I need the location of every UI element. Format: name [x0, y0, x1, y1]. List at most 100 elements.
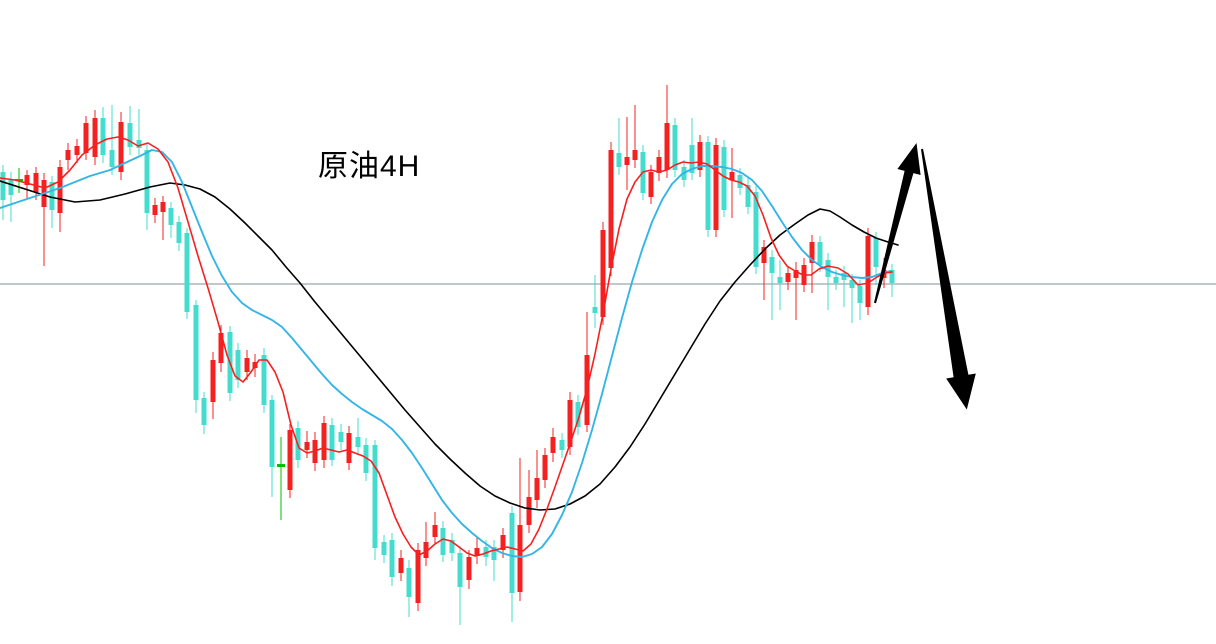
candle-body: [355, 437, 361, 447]
candle-body: [809, 242, 815, 263]
candle-body: [201, 398, 207, 425]
candle-body: [567, 400, 573, 447]
candle-body: [517, 525, 523, 592]
candle-body: [833, 277, 839, 283]
candle-body: [721, 147, 727, 210]
candle-body: [346, 433, 352, 463]
candle-body: [184, 233, 190, 312]
candle-body: [160, 202, 166, 212]
candle-body: [304, 442, 310, 450]
candle-body: [737, 175, 743, 188]
candle-body: [849, 280, 855, 288]
candle-body: [57, 167, 63, 213]
candle-body: [235, 350, 241, 380]
candle-body: [608, 150, 614, 268]
candle-body: [825, 260, 831, 277]
candle-body: [632, 150, 638, 160]
candle-body: [92, 118, 98, 157]
candle-body: [500, 535, 506, 550]
candle-body: [244, 358, 250, 372]
candle-body: [474, 548, 480, 556]
candle-body: [457, 553, 463, 587]
candle-body: [0, 172, 6, 200]
candle-body: [168, 208, 174, 225]
candle-body: [526, 497, 532, 525]
candle-body: [423, 542, 429, 558]
candle-body: [406, 568, 412, 597]
doji-cross-bar: [277, 464, 285, 467]
candle-body: [74, 146, 80, 155]
chart-title: 原油4H: [318, 150, 421, 183]
candle-body: [753, 192, 759, 267]
candle-body: [865, 236, 871, 307]
candle-body: [269, 400, 275, 467]
candle-body: [144, 150, 150, 213]
candle-body: [261, 355, 267, 405]
candle-body: [432, 525, 438, 537]
candle-body: [287, 430, 293, 490]
candle-body: [389, 540, 395, 577]
candle-body: [648, 172, 654, 197]
candle-body: [592, 307, 598, 313]
candle-body: [761, 247, 767, 263]
candle-body: [109, 150, 115, 167]
candle-body: [8, 180, 14, 195]
candle-body: [656, 157, 662, 173]
candle-body: [857, 286, 863, 303]
down-arrow-annotation: [921, 148, 976, 410]
candle-body: [889, 270, 895, 283]
candle-body: [769, 257, 775, 273]
candle-body: [600, 230, 606, 317]
candle-body: [575, 402, 581, 427]
candle-body: [83, 123, 89, 153]
candle-body: [466, 557, 472, 580]
candle-body: [624, 157, 630, 165]
up-arrow-annotation: [874, 143, 921, 304]
candle-body: [176, 222, 182, 243]
candle-body: [398, 558, 404, 573]
candle-body: [210, 360, 216, 402]
candle-body: [338, 432, 344, 442]
candle-body: [550, 437, 556, 453]
candle-body: [193, 305, 199, 400]
candle-body: [152, 205, 158, 215]
candle-body: [363, 445, 369, 473]
candle-body: [777, 277, 783, 283]
candle-body: [491, 547, 497, 560]
candle-body: [713, 145, 719, 230]
ma-fast-line: [0, 136, 893, 557]
candle-body: [415, 550, 421, 603]
candle-body: [329, 425, 335, 460]
candle-body: [559, 440, 565, 450]
candle-body: [24, 175, 30, 185]
candle-body: [793, 270, 799, 278]
candle-body: [483, 547, 489, 557]
candle-body: [65, 150, 71, 160]
candle-body: [127, 123, 133, 147]
candle-body: [817, 242, 823, 265]
candle-body: [100, 118, 106, 155]
candle-body: [118, 122, 124, 172]
candle-body: [689, 145, 695, 173]
doji-cross-bar: [15, 179, 23, 181]
candle-body: [873, 238, 879, 267]
candle-body: [745, 185, 751, 207]
candle-body: [616, 153, 622, 167]
candle-body: [218, 333, 224, 363]
candle-body: [697, 142, 703, 170]
candle-body: [372, 445, 378, 548]
candle-body: [785, 273, 791, 282]
candle-body: [534, 478, 540, 500]
candle-body: [542, 455, 548, 480]
candle-body: [729, 172, 735, 180]
candle-body: [672, 125, 678, 170]
candle-body: [321, 423, 327, 460]
candle-body: [664, 123, 670, 170]
candle-body: [49, 182, 55, 210]
candle-body: [440, 528, 446, 555]
candle-body: [841, 273, 847, 280]
candle-body: [33, 173, 39, 192]
candle-body: [381, 542, 387, 555]
candle-body: [509, 513, 515, 593]
